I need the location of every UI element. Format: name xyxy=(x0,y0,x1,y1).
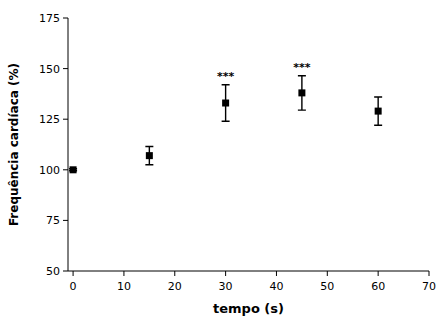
x-tick-label: 70 xyxy=(422,280,436,293)
x-tick-label: 30 xyxy=(219,280,233,293)
y-tick xyxy=(63,119,68,120)
error-bar xyxy=(222,85,230,121)
y-tick xyxy=(63,271,68,272)
x-axis-line xyxy=(68,271,429,272)
axes: 0 10 20 30 40 50 60 70 50 75 100 125 150 175 xyxy=(39,12,436,293)
error-bar xyxy=(298,76,306,110)
significance-label: *** xyxy=(293,61,311,74)
y-tick xyxy=(63,68,68,69)
x-tick-label: 40 xyxy=(269,280,283,293)
error-bar xyxy=(145,147,153,165)
y-tick-label: 50 xyxy=(46,265,60,278)
annotations: *** *** xyxy=(217,61,311,83)
y-tick-label: 125 xyxy=(39,113,60,126)
x-tick-label: 0 xyxy=(70,280,77,293)
x-tick xyxy=(378,271,379,276)
error-bar xyxy=(374,97,382,125)
x-tick xyxy=(429,271,430,276)
marks xyxy=(69,76,382,174)
point xyxy=(70,166,77,173)
y-tick-label: 175 xyxy=(39,12,60,25)
x-tick xyxy=(276,271,277,276)
y-tick xyxy=(63,220,68,221)
x-tick xyxy=(327,271,328,276)
x-tick xyxy=(174,271,175,276)
x-tick xyxy=(73,271,74,276)
x-tick-label: 10 xyxy=(117,280,131,293)
significance-label: *** xyxy=(217,70,235,83)
y-tick-label: 100 xyxy=(39,164,60,177)
point xyxy=(375,108,382,115)
x-tick-label: 20 xyxy=(168,280,182,293)
x-tick-label: 50 xyxy=(320,280,334,293)
y-axis-line xyxy=(68,18,69,271)
y-tick-label: 150 xyxy=(39,63,60,76)
x-tick-label: 60 xyxy=(371,280,385,293)
chart-svg: 0 10 20 30 40 50 60 70 50 75 100 125 150 175 tempo (s)… xyxy=(0,0,445,323)
y-tick-label: 75 xyxy=(46,214,60,227)
y-axis-label: Frequência cardíaca (%) xyxy=(7,63,21,226)
x-tick xyxy=(123,271,124,276)
x-tick xyxy=(225,271,226,276)
point xyxy=(222,100,229,107)
y-tick xyxy=(63,169,68,170)
y-tick xyxy=(63,18,68,19)
point xyxy=(298,89,305,96)
point xyxy=(146,152,153,159)
chart-container: 0 10 20 30 40 50 60 70 50 75 100 125 150 175 tempo (s)… xyxy=(0,0,445,323)
x-axis-label: tempo (s) xyxy=(213,301,284,316)
